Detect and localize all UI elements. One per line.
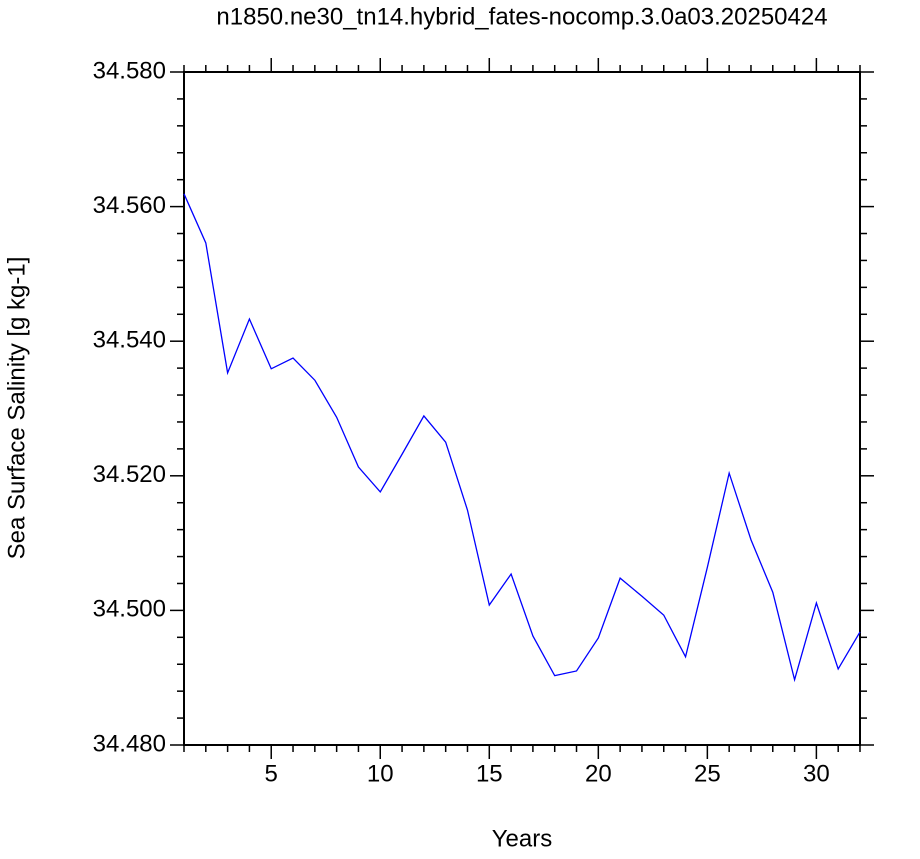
chart-title: n1850.ne30_tn14.hybrid_fates-nocomp.3.0a…	[216, 3, 827, 30]
y-tick-label: 34.580	[93, 57, 166, 84]
y-tick-label: 34.560	[93, 192, 166, 219]
y-tick-label: 34.540	[93, 327, 166, 354]
x-tick-label: 25	[694, 760, 721, 787]
x-axis-label: Years	[492, 825, 553, 852]
data-line	[183, 193, 861, 683]
y-tick-label: 34.500	[93, 596, 166, 623]
x-tick-label: 10	[367, 760, 394, 787]
y-axis-label: Sea Surface Salinity [g kg-1]	[3, 257, 30, 560]
x-tick-label: 20	[585, 760, 612, 787]
y-tick-label: 34.480	[93, 730, 166, 757]
x-tick-label: 15	[476, 760, 503, 787]
x-tick-label: 30	[803, 760, 830, 787]
x-tick-label: 5	[265, 760, 278, 787]
y-tick-label: 34.520	[93, 461, 166, 488]
plot-frame	[183, 71, 861, 746]
